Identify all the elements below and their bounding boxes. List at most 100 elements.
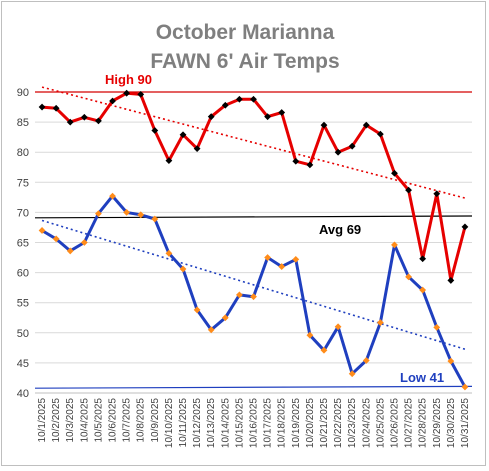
data-point [52,104,60,112]
x-tick-label: 10/4/2025 [79,398,90,443]
data-point [109,97,116,105]
y-tick-label: 50 [17,328,29,340]
data-point [320,121,328,129]
data-point [306,331,314,339]
data-point [193,306,201,314]
y-tick-label: 65 [17,238,29,250]
x-tick-label: 10/13/2025 [206,398,217,448]
data-point [151,215,159,223]
data-point [433,190,441,198]
data-point [433,323,441,331]
x-tick-label: 10/17/2025 [263,398,274,448]
series-line [41,91,467,282]
data-point [376,130,384,138]
data-point [264,254,271,261]
trendlines [41,86,466,350]
y-tick-label: 40 [17,388,29,400]
data-point [447,277,455,284]
data-point [292,157,300,165]
x-tick-label: 10/28/2025 [418,398,429,448]
data-point [447,357,455,365]
y-tick-label: 45 [17,358,29,370]
data-point [179,131,187,139]
data-point [52,235,60,243]
data-point [80,239,88,246]
data-point [419,286,427,294]
reference-label: High 90 [105,72,152,87]
data-point [334,148,342,156]
x-tick-label: 10/16/2025 [249,398,260,448]
data-point [165,157,173,165]
data-point [207,326,215,334]
x-tick-label: 10/11/2025 [178,398,189,448]
data-point [348,370,356,378]
data-point [66,118,74,126]
x-axis-ticks: 10/1/2025 10/2/2025 10/3/2025 10/4/2025 10/5… [37,398,471,448]
x-tick-label: 10/10/2025 [164,398,175,448]
reference-lines [34,91,473,389]
data-point [391,241,398,249]
data-point [123,209,131,216]
data-point [207,113,215,121]
data-point [236,95,243,103]
x-tick-label: 10/1/2025 [37,398,48,443]
data-point [348,142,356,150]
x-tick-label: 10/31/2025 [460,398,471,448]
data-point [193,145,201,152]
x-tick-label: 10/25/2025 [375,398,386,448]
data-point [66,247,74,255]
data-point [376,319,384,326]
x-tick-label: 10/12/2025 [192,398,203,448]
data-point [137,91,145,98]
y-tick-label: 85 [17,117,29,129]
x-tick-label: 10/21/2025 [319,398,330,448]
data-point [151,127,159,134]
x-tick-label: 10/22/2025 [333,398,344,448]
data-point [334,323,342,331]
x-tick-label: 10/26/2025 [389,398,400,448]
x-tick-label: 10/15/2025 [234,398,245,448]
data-point [391,169,398,177]
data-point [461,223,469,231]
x-tick-label: 10/18/2025 [277,398,288,448]
data-point [137,211,145,219]
x-tick-label: 10/27/2025 [404,398,415,448]
data-point [405,273,412,281]
data-point [80,113,88,121]
data-point [461,383,469,391]
data-point [123,89,131,97]
reference-label: Low 41 [400,370,444,385]
x-tick-label: 10/6/2025 [108,398,119,443]
data-point [95,210,102,218]
data-point [320,346,328,354]
chart-title-line-2: FAWN 6' Air Temps [150,50,339,73]
data-point [38,103,46,111]
x-tick-label: 10/5/2025 [93,398,104,443]
series-line [41,194,467,388]
x-tick-label: 10/9/2025 [150,398,161,443]
data-point [38,227,46,234]
data-point [95,117,102,125]
y-tick-label: 70 [17,207,29,219]
data-point [419,255,427,263]
x-tick-label: 10/8/2025 [136,398,147,443]
y-tick-label: 60 [17,268,29,280]
x-tick-label: 10/3/2025 [65,398,76,443]
x-tick-label: 10/14/2025 [220,398,231,448]
x-tick-label: 10/23/2025 [347,398,358,448]
reference-line [34,385,473,389]
data-point [362,121,370,129]
y-axis-ticks: 40 45 50 55 60 65 70 75 80 85 90 [17,87,29,400]
x-tick-label: 10/29/2025 [432,398,443,448]
reference-label: Avg 69 [319,222,361,237]
x-tick-label: 10/24/2025 [361,398,372,448]
x-tick-label: 10/30/2025 [446,398,457,448]
trendline [41,219,466,350]
y-tick-label: 75 [17,177,29,189]
x-tick-label: 10/7/2025 [122,398,133,443]
data-point [362,357,370,364]
reference-line [34,215,473,219]
data-point [292,255,300,263]
annotations: High 90 Avg 69 Low 41 [105,72,444,385]
